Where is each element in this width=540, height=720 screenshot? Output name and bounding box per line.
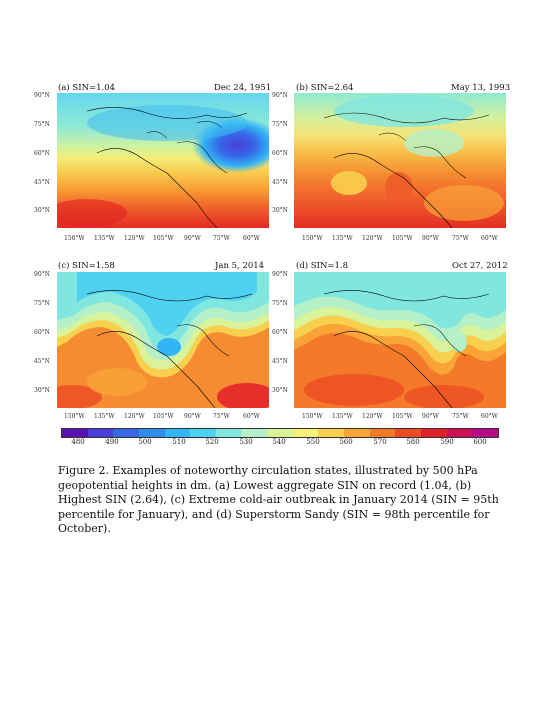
lat-label: 75°N [272,300,288,307]
lon-label: 120°W [124,413,145,420]
lat-label: 75°N [272,121,288,128]
colorbar-tick: 520 [205,438,219,446]
colorbar-tick: 510 [172,438,186,446]
lat-label: 90°N [34,92,50,99]
map-panel-a [57,93,269,228]
panel-d-label: (d) SIN=1.8 [296,261,349,271]
lon-label: 90°W [422,235,439,242]
lon-label: 105°W [153,413,174,420]
lat-label: 60°N [272,329,288,336]
panel-a-label: (a) SIN=1.04 [58,83,116,93]
lon-label: 135°W [94,413,115,420]
panel-d-date: Oct 27, 2012 [452,261,508,271]
colorbar-swatch [215,429,242,437]
lat-label: 60°N [34,150,50,157]
lon-label: 60°W [481,413,498,420]
lon-label: 105°W [392,413,413,420]
colorbar-swatch [395,429,421,437]
lon-label: 75°W [452,413,469,420]
colorbar-swatch [62,429,88,437]
lat-label: 45°N [272,358,288,365]
colorbar-swatch [164,429,191,437]
lon-label: 150°W [302,413,323,420]
panel-c-label: (c) SIN=1.58 [58,261,115,271]
colorbar-swatch [472,429,498,437]
colorbar-swatch [267,429,293,437]
colorbar-tick: 490 [105,438,119,446]
panel-a-date: Dec 24, 1951 [214,83,272,93]
lon-label: 135°W [332,413,353,420]
lat-label: 45°N [34,179,50,186]
lon-label: 105°W [153,235,174,242]
lon-label: 90°W [184,235,201,242]
lon-label: 150°W [64,413,85,420]
colorbar-swatch [344,429,370,437]
colorbar-tick: 540 [272,438,286,446]
lon-label: 150°W [64,235,85,242]
colorbar-tick: 500 [138,438,152,446]
lon-label: 150°W [302,235,323,242]
lat-label: 75°N [34,300,50,307]
colorbar-swatch [318,429,345,437]
lon-label: 75°W [213,235,230,242]
colorbar-tick: 600 [473,438,487,446]
colorbar-swatch [113,429,139,437]
lon-label: 60°W [481,235,498,242]
lat-label: 90°N [272,271,288,278]
colorbar-swatch [369,429,396,437]
lon-label: 90°W [422,413,439,420]
lon-label: 120°W [362,413,383,420]
colorbar-tick: 570 [373,438,387,446]
colorbar-swatch [420,429,447,437]
figure-caption: Figure 2. Examples of noteworthy circula… [58,464,499,535]
lat-label: 90°N [34,271,50,278]
colorbar-swatch [446,429,473,437]
colorbar-swatch [87,429,114,437]
lat-label: 75°N [34,121,50,128]
colorbar-swatch [292,429,319,437]
colorbar-swatch [138,429,165,437]
colorbar-tick: 480 [71,438,85,446]
lon-label: 90°W [184,413,201,420]
map-panel-b [294,93,506,228]
lon-label: 60°W [243,235,260,242]
panel-b-date: May 13, 1993 [451,83,511,93]
lon-label: 75°W [213,413,230,420]
lon-label: 135°W [332,235,353,242]
lon-label: 120°W [124,235,145,242]
colorbar-swatch [241,429,268,437]
colorbar [61,428,499,438]
colorbar-swatch [190,429,216,437]
lon-label: 75°W [452,235,469,242]
map-panel-c [57,272,269,408]
lon-label: 105°W [392,235,413,242]
lat-label: 60°N [34,329,50,336]
lon-label: 60°W [243,413,260,420]
lat-label: 30°N [272,207,288,214]
lon-label: 120°W [362,235,383,242]
lat-label: 30°N [34,207,50,214]
lon-label: 135°W [94,235,115,242]
colorbar-tick: 590 [440,438,454,446]
map-panel-d [294,272,506,408]
colorbar-tick: 580 [406,438,420,446]
lat-label: 45°N [34,358,50,365]
lat-label: 30°N [272,387,288,394]
lat-label: 60°N [272,150,288,157]
lat-label: 90°N [272,92,288,99]
panel-b-label: (b) SIN=2.64 [296,83,354,93]
lat-label: 45°N [272,179,288,186]
colorbar-tick: 530 [239,438,253,446]
colorbar-tick: 560 [339,438,353,446]
colorbar-tick: 550 [306,438,320,446]
panel-c-date: Jan 5, 2014 [215,261,265,271]
lat-label: 30°N [34,387,50,394]
